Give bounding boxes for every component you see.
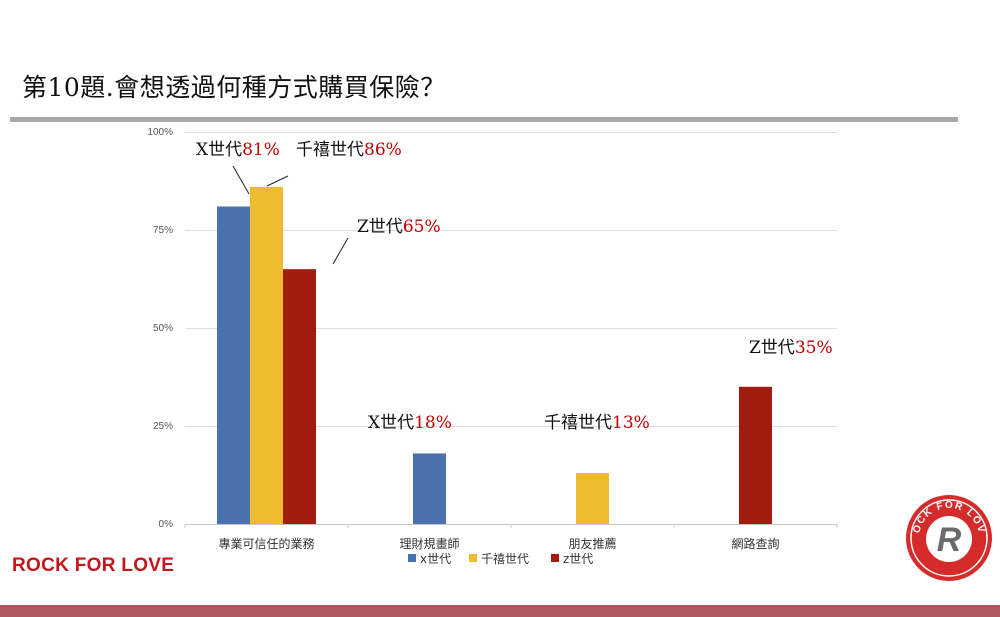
rock-for-love-logo: ROCK FOR LOVE 磐石會館 R: [904, 493, 992, 581]
bar-x世代-理財規畫師: [413, 453, 446, 524]
svg-text:R: R: [937, 521, 962, 559]
bar-千禧世代-朋友推薦: [576, 473, 609, 524]
y-tick-label: 0%: [159, 519, 174, 530]
legend-swatch: [408, 554, 416, 562]
annotation-label: 千禧世代13%: [544, 413, 650, 433]
bar-z世代-網路查詢: [739, 386, 772, 524]
brand-text: ROCK FOR LOVE: [12, 555, 175, 576]
x-tick-label: 網路查詢: [731, 536, 779, 551]
annotation-leader-line: [266, 175, 289, 187]
bar-x世代-專業可信任的業務: [217, 206, 250, 525]
legend-label: z世代: [563, 552, 593, 566]
bottom-bar: [0, 605, 1000, 617]
x-tick-label: 理財規畫師: [399, 536, 459, 551]
x-axis-ticks: 專業可信任的業務 理財規畫師 朋友推薦 網路查詢: [184, 524, 838, 551]
bar-千禧世代-專業可信任的業務: [250, 186, 283, 524]
x-tick-label: 朋友推薦: [568, 537, 616, 551]
annotation-label: 千禧世代86%: [296, 140, 402, 160]
y-tick-label: 50%: [153, 323, 173, 334]
legend-label: 千禧世代: [481, 552, 529, 566]
chart-bars: [217, 186, 772, 525]
annotation-label: Z世代35%: [749, 338, 833, 358]
annotation-leader-line: [332, 237, 349, 265]
annotation-label: X世代18%: [368, 413, 452, 433]
x-tick-label: 專業可信任的業務: [218, 536, 314, 551]
y-axis-ticks: 0% 25% 50% 75% 100%: [147, 127, 173, 530]
slide-title: 第10題.會想透過何種方式購買保險？: [22, 73, 446, 102]
legend-label: x世代: [420, 552, 451, 566]
chart-legend: x世代 千禧世代 z世代: [408, 552, 593, 566]
annotation-label: Z世代65%: [357, 217, 441, 237]
bar-z世代-專業可信任的業務: [283, 269, 316, 524]
y-tick-label: 25%: [153, 421, 173, 432]
annotation-label: X世代81%: [196, 140, 280, 160]
legend-swatch: [551, 554, 559, 562]
legend-swatch: [469, 554, 477, 562]
annotation-leader-line: [232, 165, 250, 195]
y-tick-label: 75%: [153, 225, 173, 236]
chart-annotations: X世代81% 千禧世代86% Z世代65% X世代18% 千禧世代13% Z世代35%: [196, 140, 833, 433]
y-tick-label: 100%: [147, 127, 173, 138]
title-divider: [10, 117, 958, 122]
